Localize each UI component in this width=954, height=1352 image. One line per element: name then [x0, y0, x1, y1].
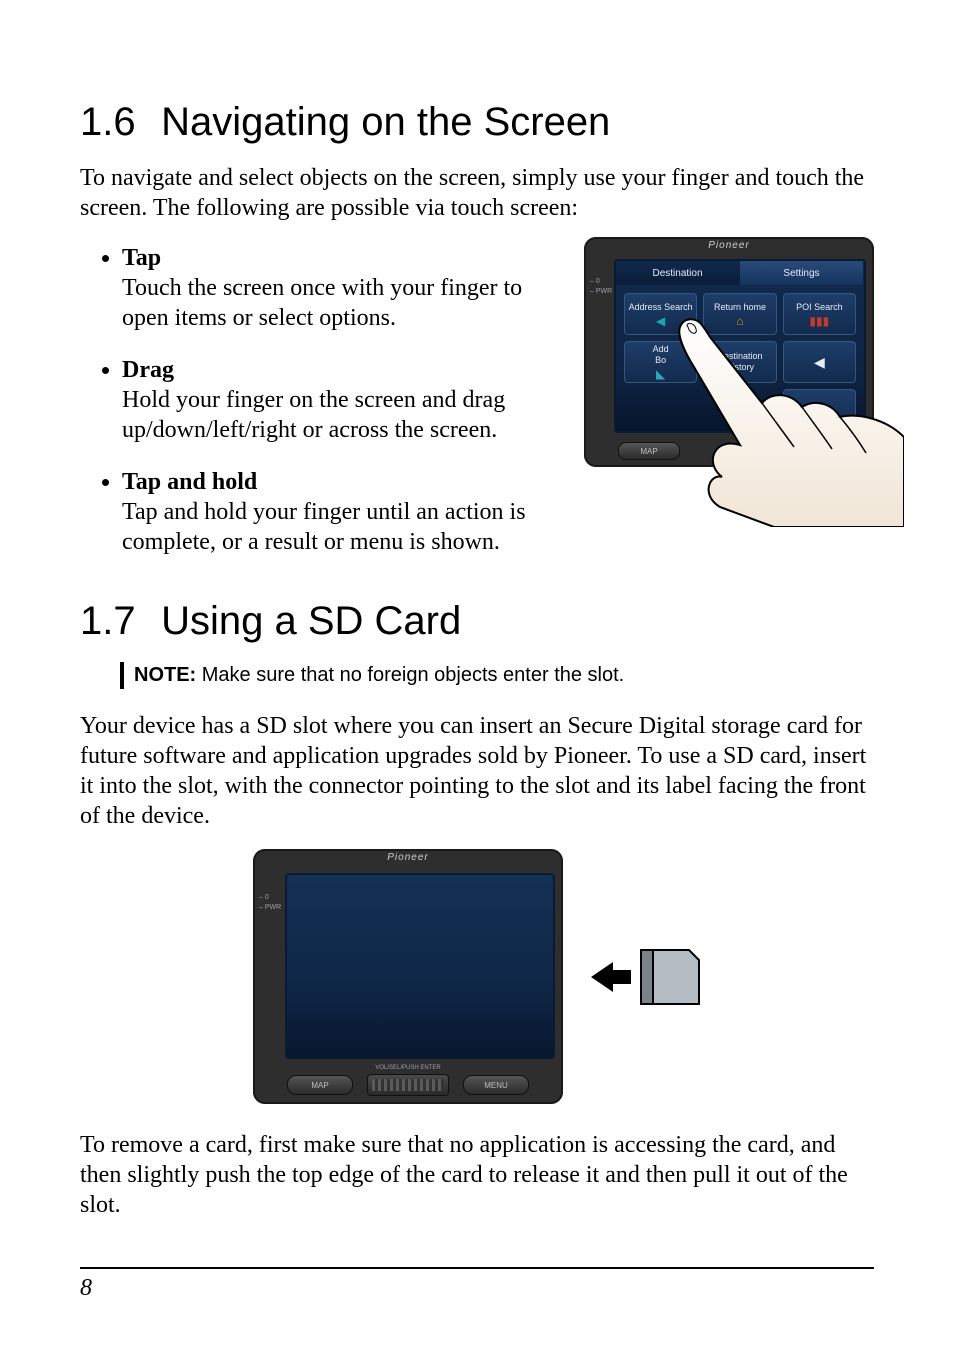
heading-title: Using a SD Card [161, 599, 461, 643]
btn-label: AddBo [653, 344, 669, 366]
device-illustration-2: Pioneer – 0 – PWR MAP VOL/SEL/PUSH ENTER… [253, 849, 563, 1104]
list-item-drag: Drag Hold your finger on the screen and … [122, 355, 566, 445]
arrow-left-icon: ◀ [656, 315, 665, 327]
page-footer: 8 [80, 1267, 874, 1302]
heading-number: 1.7 [80, 599, 150, 644]
btn-nav-prev: ◀ [783, 341, 856, 383]
screen-button-grid: Address Search ◀ Return home ⌂ POI Searc… [616, 285, 864, 433]
btn-return-home: Return home ⌂ [703, 293, 776, 335]
btn-label: Return home [714, 302, 766, 313]
desc-tap: Touch the screen once with your finger t… [122, 275, 522, 331]
btn-nav-next: ▶ [783, 389, 856, 431]
note-text: Make sure that no foreign objects enter … [196, 664, 624, 686]
page-number: 8 [80, 1275, 92, 1301]
list-item-taphold: Tap and hold Tap and hold your finger un… [122, 467, 566, 557]
brand-label: Pioneer [253, 852, 563, 863]
intro-1-6: To navigate and select objects on the sc… [80, 163, 874, 223]
btn-address-book: AddBo ◣ [624, 341, 697, 383]
menu-button: MENU [463, 1075, 529, 1095]
side-label-pwr: – PWR [259, 903, 281, 913]
dial-ridges [372, 1079, 444, 1091]
figure-sd-insert: Pioneer – 0 – PWR MAP VOL/SEL/PUSH ENTER… [80, 849, 874, 1104]
para-sd-2: To remove a card, first make sure that n… [80, 1130, 874, 1220]
tab-settings: Settings [740, 261, 864, 285]
device-illustration-1: Pioneer – 0 – PWR Destination Settings A… [584, 237, 874, 517]
tab-destination: Destination [616, 261, 740, 285]
btn-destination-history: Destination History [703, 341, 776, 383]
side-label-0: – 0 [259, 893, 281, 903]
gesture-list: Tap Touch the screen once with your fing… [80, 243, 566, 557]
device2-wrap: Pioneer – 0 – PWR MAP VOL/SEL/PUSH ENTER… [253, 849, 701, 1104]
note-label: NOTE: [134, 664, 196, 686]
note-block: NOTE: Make sure that no foreign objects … [120, 662, 874, 689]
brand-label: Pioneer [584, 240, 874, 251]
side-labels: – 0 – PWR [259, 893, 281, 913]
desc-taphold: Tap and hold your finger until an action… [122, 499, 526, 555]
home-icon: ⌂ [736, 315, 743, 327]
term-tap: Tap [122, 245, 161, 271]
device-screen: Destination Settings Address Search ◀ Re… [614, 259, 866, 433]
heading-1-7: 1.7 Using a SD Card [80, 599, 874, 644]
btn-label: POI Search [796, 302, 843, 313]
side-label-0: – 0 [590, 277, 612, 287]
screen-tabs: Destination Settings [616, 261, 864, 285]
device-body: Pioneer – 0 – PWR Destination Settings A… [584, 237, 874, 467]
list-column: Tap Touch the screen once with your fing… [80, 237, 566, 579]
triangle-right-icon: ▶ [814, 405, 825, 416]
map-button: MAP [287, 1075, 353, 1095]
device-screen-blank [285, 873, 555, 1059]
btn-label: Address Search [629, 302, 693, 313]
term-taphold: Tap and hold [122, 469, 257, 495]
volume-dial: VOL/SEL/PUSH ENTER [367, 1074, 449, 1096]
side-labels: – 0 – PWR [590, 277, 612, 297]
list-item-tap: Tap Touch the screen once with your fing… [122, 243, 566, 333]
btn-address-search: Address Search ◀ [624, 293, 697, 335]
map-button: MAP [618, 442, 680, 460]
term-drag: Drag [122, 357, 174, 383]
para-sd-1: Your device has a SD slot where you can … [80, 711, 874, 831]
volume-label: VOL/SEL/PUSH ENTER [368, 1065, 448, 1071]
row-1-6: Tap Touch the screen once with your fing… [80, 237, 874, 579]
triangle-left-icon: ◀ [814, 357, 825, 368]
heading-number: 1.6 [80, 100, 150, 145]
sd-card-icon [591, 932, 701, 1022]
heading-title: Navigating on the Screen [161, 100, 610, 144]
book-icon: ◣ [656, 368, 665, 380]
page: 1.6 Navigating on the Screen To navigate… [0, 0, 954, 1352]
btn-poi-search: POI Search ▮▮▮ [783, 293, 856, 335]
figure-touchscreen: Pioneer – 0 – PWR Destination Settings A… [584, 237, 874, 517]
device-bottom-controls: MAP VOL/SEL/PUSH ENTER MENU [253, 1074, 563, 1096]
side-label-pwr: – PWR [590, 287, 612, 297]
desc-drag: Hold your finger on the screen and drag … [122, 387, 505, 443]
heading-1-6: 1.6 Navigating on the Screen [80, 100, 874, 145]
btn-label: Destination History [706, 351, 773, 373]
poi-icon: ▮▮▮ [809, 315, 829, 327]
